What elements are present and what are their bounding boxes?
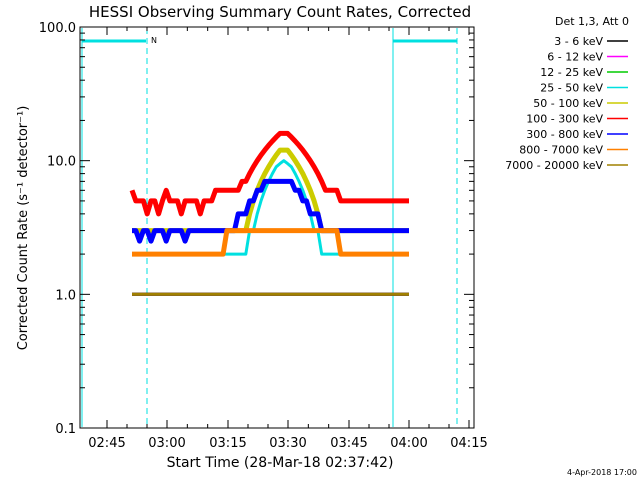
legend-label: 300 - 800 keV [526, 128, 603, 141]
legend-label: 6 - 12 keV [547, 51, 603, 64]
legend-label: 100 - 300 keV [526, 113, 603, 126]
legend-label: 12 - 25 keV [540, 66, 603, 79]
chart-title: HESSI Observing Summary Count Rates, Cor… [89, 3, 471, 21]
series-line [132, 228, 409, 257]
series-line [129, 130, 409, 217]
plot-frame [79, 26, 475, 429]
x-tick-label: 04:00 [390, 436, 427, 451]
series-line [132, 178, 409, 244]
marker-label: N [151, 36, 157, 45]
legend-header: Det 1,3, Att 0 [555, 15, 629, 28]
y-tick-label: 0.1 [55, 422, 76, 437]
y-tick-label: 1.0 [55, 288, 76, 303]
legend: 3 - 6 keV 6 - 12 keV 12 - 25 keV 25 - 50 ke… [505, 35, 628, 172]
y-axis-label: Corrected Count Rate (s⁻¹ detector⁻¹) [16, 106, 31, 351]
legend-label: 7000 - 20000 keV [505, 159, 603, 172]
legend-label: 800 - 7000 keV [519, 144, 603, 157]
x-tick-label: 02:45 [88, 436, 125, 451]
x-axis-label: Start Time (28-Mar-18 02:37:42) [167, 455, 394, 471]
y-tick-label: 10.0 [47, 155, 76, 170]
legend-label: 50 - 100 keV [533, 97, 603, 110]
legend-label: 25 - 50 keV [540, 82, 603, 95]
x-tick-label: 03:45 [330, 436, 367, 451]
footer-date: 4-Apr-2018 17:00 [567, 468, 637, 477]
x-tick-label: 03:30 [269, 436, 306, 451]
plot-area: N 0.1 1.0 10.0 100.0 02:45 03:00 03:15 03:30 03:4… [39, 21, 488, 451]
legend-label: 3 - 6 keV [554, 35, 603, 48]
x-tick-label: 03:15 [209, 436, 246, 451]
x-tick-label: 03:00 [148, 436, 185, 451]
x-tick-label: 04:15 [450, 436, 487, 451]
y-tick-label: 100.0 [39, 21, 76, 36]
